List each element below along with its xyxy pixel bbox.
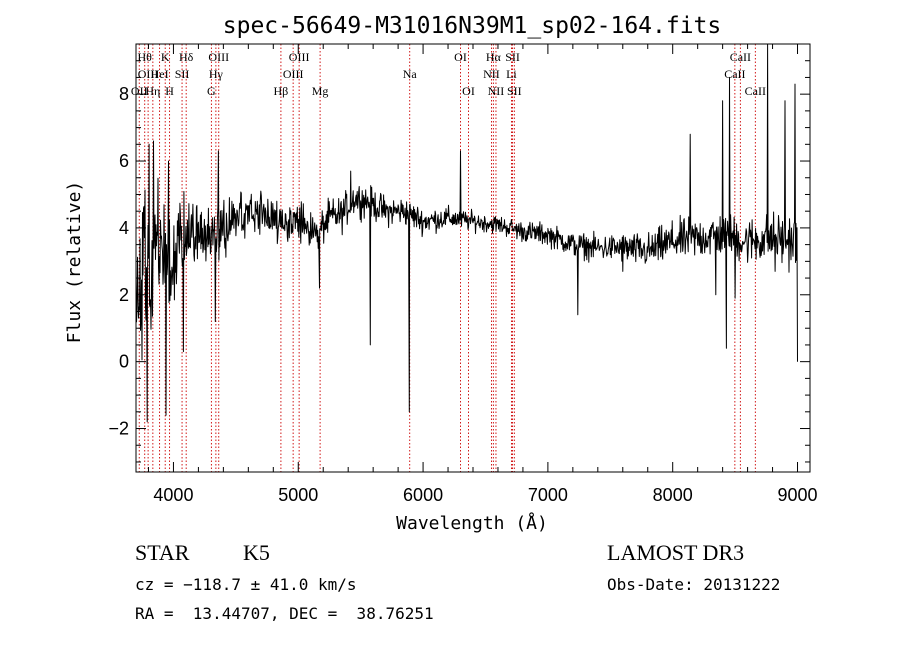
x-tick-label: 9000 [777,485,817,505]
chart-title: spec-56649-M31016N39M1_sp02-164.fits [223,13,722,39]
line-label-13: OIII [283,67,304,81]
x-tick-label: 4000 [153,485,193,505]
observation-date: Obs-Date: 20131222 [607,575,781,594]
line-label-24: SII [507,84,522,98]
y-tick-label: 8 [119,84,129,104]
line-label-9: G [207,84,216,98]
survey-name: LAMOST DR3 [607,540,745,565]
y-tick-label: −2 [108,419,129,439]
object-class: STAR [135,540,190,565]
x-tick-label: 7000 [528,485,568,505]
x-tick-label: 6000 [403,485,443,505]
radial-velocity: cz = −118.7 ± 41.0 km/s [135,575,357,594]
line-label-17: OI [454,50,467,64]
x-tick-label: 5000 [278,485,318,505]
sky-coordinates: RA = 13.44707, DEC = 38.76251 [135,604,434,623]
line-label-14: OIII [289,50,310,64]
line-label-3: Hη [145,84,160,98]
line-label-6: H [165,84,174,98]
y-tick-label: 4 [119,218,129,238]
y-axis-ticks: −2 0 2 4 6 8 [108,60,810,463]
line-label-11: OIII [208,50,229,64]
line-label-18: OI [462,84,475,98]
x-tick-label: 8000 [653,485,693,505]
y-tick-label: 2 [119,285,129,305]
y-tick-label: 0 [119,352,129,372]
line-label-4: HeI [151,67,169,81]
line-label-23: SII [505,50,520,64]
x-axis-label: Wavelength (Å) [396,512,548,534]
spectrum-series [135,43,798,423]
line-label-27: CaII [745,84,766,98]
object-subclass: K5 [243,540,270,565]
y-axis-label: Flux (relative) [64,181,85,344]
line-label-2: OIII [138,67,159,81]
line-label-21: NII [488,84,505,98]
line-label-22: Li [506,67,517,81]
spectral-line-labels: OIIHθOIIIHηHeIKHSIIHδGHγOIIIHβOIIIOIIIMg… [131,50,766,98]
plot-frame [135,43,811,473]
spectrum-line [135,43,798,423]
line-label-12: Hβ [274,84,289,98]
line-label-15: Mg [312,84,329,98]
line-label-16: Na [403,67,418,81]
line-label-26: CaII [730,50,751,64]
line-label-19: NII [483,67,500,81]
line-label-8: Hδ [179,50,194,64]
line-label-7: SII [175,67,190,81]
line-label-20: Hα [486,50,502,64]
line-label-10: Hγ [209,67,224,81]
y-tick-label: 6 [119,151,129,171]
line-label-5: K [161,50,170,64]
x-axis-ticks: 4000 5000 6000 7000 8000 9000 [147,44,818,505]
line-label-25: CaII [724,67,745,81]
line-label-1: Hθ [138,50,153,64]
